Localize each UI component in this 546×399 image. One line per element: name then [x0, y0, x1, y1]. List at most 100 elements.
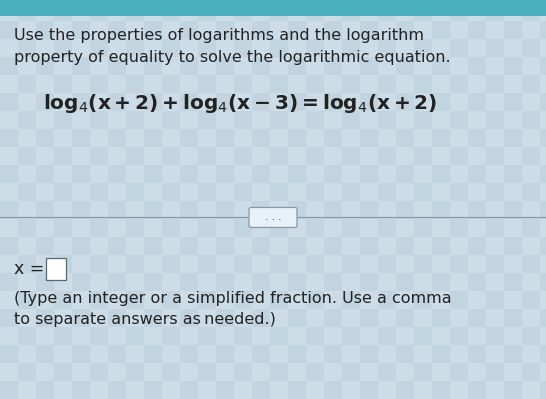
Text: x =: x = [14, 261, 44, 279]
Bar [468, 165, 486, 183]
Bar [288, 381, 306, 399]
Bar [234, 291, 252, 309]
Bar [252, 21, 270, 39]
Bar [252, 129, 270, 147]
Bar [378, 183, 396, 201]
FancyBboxPatch shape [249, 207, 297, 227]
Bar [432, 309, 450, 327]
Bar [432, 57, 450, 75]
Bar [468, 201, 486, 219]
Bar [414, 327, 432, 345]
Bar [108, 165, 126, 183]
Bar [0, 57, 18, 75]
Bar [342, 219, 360, 237]
Bar [162, 3, 180, 21]
Bar [54, 39, 72, 57]
Bar [288, 237, 306, 255]
Bar [396, 93, 414, 111]
Bar [72, 273, 90, 291]
Bar [54, 3, 72, 21]
Bar [360, 165, 378, 183]
Bar [90, 3, 108, 21]
Bar [126, 183, 144, 201]
Bar [540, 345, 546, 363]
Bar [180, 21, 198, 39]
Bar [468, 21, 486, 39]
Bar [396, 237, 414, 255]
Bar [0, 309, 18, 327]
Bar [396, 165, 414, 183]
Bar [252, 201, 270, 219]
Bar [450, 39, 468, 57]
Bar [126, 111, 144, 129]
Bar [144, 129, 162, 147]
Bar [504, 237, 522, 255]
Bar [306, 3, 324, 21]
Bar [360, 309, 378, 327]
Bar [90, 327, 108, 345]
Bar [504, 273, 522, 291]
Bar [432, 273, 450, 291]
Bar [360, 201, 378, 219]
Bar [504, 345, 522, 363]
Bar [90, 147, 108, 165]
Bar [450, 147, 468, 165]
Bar [126, 3, 144, 21]
Bar [144, 21, 162, 39]
Bar [414, 255, 432, 273]
Bar [522, 219, 540, 237]
Bar [18, 291, 36, 309]
Bar [270, 75, 288, 93]
Bar [522, 3, 540, 21]
Bar [468, 57, 486, 75]
Bar [108, 57, 126, 75]
Bar [396, 273, 414, 291]
Bar [270, 39, 288, 57]
Bar [180, 381, 198, 399]
Bar [234, 183, 252, 201]
Bar [108, 273, 126, 291]
Bar [18, 3, 36, 21]
Bar [72, 201, 90, 219]
Bar [486, 255, 504, 273]
Bar [522, 363, 540, 381]
Bar [144, 237, 162, 255]
Bar [180, 237, 198, 255]
Bar [72, 57, 90, 75]
Bar [162, 327, 180, 345]
Text: property of equality to solve the logarithmic equation.: property of equality to solve the logari… [14, 50, 450, 65]
Bar [54, 327, 72, 345]
Bar [486, 39, 504, 57]
Bar [378, 291, 396, 309]
Bar [540, 381, 546, 399]
Text: $\mathbf{log}_4\mathbf{(x+2)+log}_4\mathbf{(x-3)=log}_4\mathbf{(x+2)}$: $\mathbf{log}_4\mathbf{(x+2)+log}_4\math… [43, 92, 437, 115]
Bar [432, 0, 450, 3]
Bar [270, 147, 288, 165]
Bar [198, 147, 216, 165]
Bar [54, 255, 72, 273]
Bar [522, 255, 540, 273]
Bar [288, 273, 306, 291]
Bar [360, 345, 378, 363]
Bar [396, 57, 414, 75]
Bar [342, 255, 360, 273]
Bar [540, 57, 546, 75]
Bar [162, 291, 180, 309]
Text: (Type an integer or a simplified fraction. Use a comma: (Type an integer or a simplified fractio… [14, 291, 452, 306]
Bar [396, 201, 414, 219]
Bar [0, 93, 18, 111]
Bar [36, 309, 54, 327]
Bar [504, 21, 522, 39]
Bar [0, 381, 18, 399]
Bar [540, 129, 546, 147]
Bar [144, 93, 162, 111]
Bar [360, 129, 378, 147]
Bar [144, 345, 162, 363]
Bar [342, 111, 360, 129]
Bar [522, 39, 540, 57]
Bar [90, 39, 108, 57]
Bar [180, 165, 198, 183]
Bar [54, 183, 72, 201]
Bar [342, 39, 360, 57]
Bar [234, 39, 252, 57]
